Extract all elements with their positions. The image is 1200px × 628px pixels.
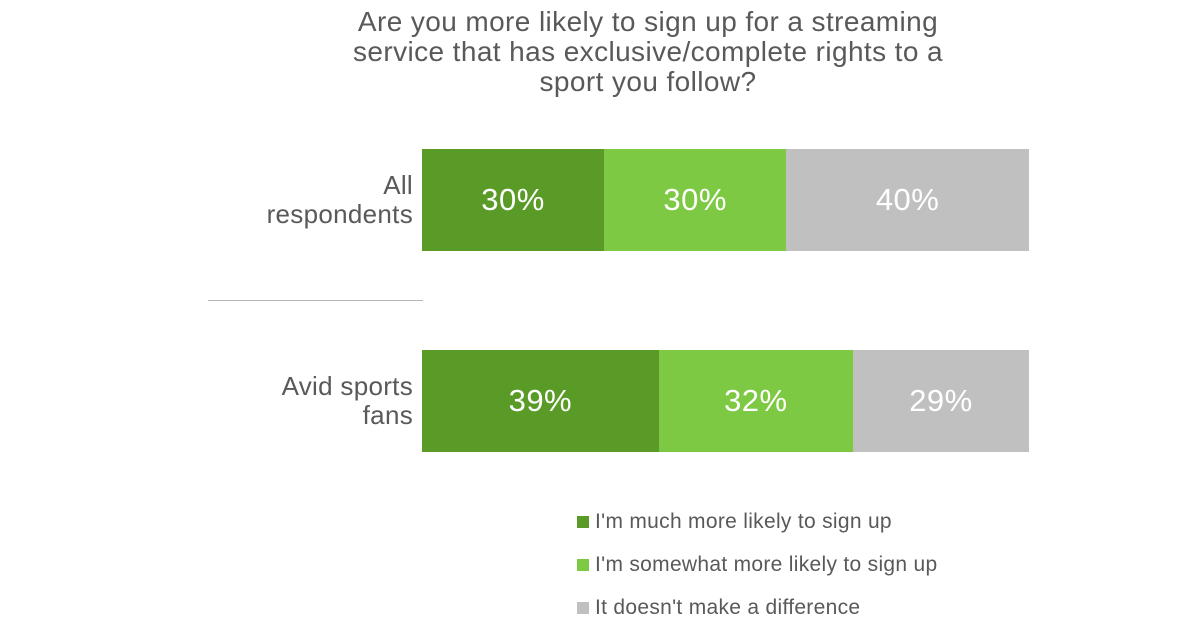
stacked-bar-all-respondents: 30% 30% 40% (422, 149, 1029, 251)
segment-somewhat-more-likely: 32% (658, 350, 853, 452)
legend-item-somewhat-more-likely: I'm somewhat more likely to sign up (577, 543, 937, 586)
segment-no-difference: 40% (786, 149, 1029, 251)
segment-somewhat-more-likely: 30% (604, 149, 787, 251)
category-axis-divider (208, 300, 423, 301)
stacked-bar-avid-sports-fans: 39% 32% 29% (422, 350, 1029, 452)
chart-title-line-3: sport you follow? (539, 66, 757, 97)
segment-value-label: 32% (724, 383, 788, 418)
category-label-avid-sports-fans: Avid sports fans (113, 372, 413, 430)
category-label-line: Avid sports (281, 371, 413, 401)
chart-title-line-2: service that has exclusive/complete righ… (353, 36, 943, 67)
segment-value-label: 30% (663, 182, 727, 217)
legend-label: I'm somewhat more likely to sign up (595, 552, 938, 576)
segment-value-label: 39% (508, 383, 573, 418)
chart-title-line-1: Are you more likely to sign up for a str… (357, 6, 939, 37)
bar-row-avid-sports-fans: Avid sports fans 39% 32% 29% (0, 350, 1040, 452)
legend-swatch-dark-green (577, 515, 589, 528)
legend-label: I'm much more likely to sign up (595, 509, 892, 533)
segment-value-label: 29% (909, 383, 973, 418)
legend-swatch-gray (577, 601, 589, 614)
category-label-line: respondents (266, 199, 413, 229)
legend-item-much-more-likely: I'm much more likely to sign up (577, 500, 937, 543)
legend-item-no-difference: It doesn't make a difference (577, 586, 937, 628)
segment-much-more-likely: 30% (422, 149, 605, 251)
segment-value-label: 30% (481, 182, 545, 217)
chart-title: Are you more likely to sign up for a str… (248, 7, 1048, 97)
category-label-all-respondents: All respondents (113, 171, 413, 229)
legend-label: It doesn't make a difference (595, 595, 861, 619)
legend: I'm much more likely to sign up I'm some… (577, 500, 937, 628)
segment-value-label: 40% (875, 182, 940, 217)
category-label-line: fans (362, 400, 413, 430)
segment-no-difference: 29% (852, 350, 1029, 452)
legend-swatch-light-green (577, 558, 589, 571)
category-label-line: All (383, 170, 413, 200)
segment-much-more-likely: 39% (422, 350, 659, 452)
bar-row-all-respondents: All respondents 30% 30% 40% (0, 149, 1040, 251)
